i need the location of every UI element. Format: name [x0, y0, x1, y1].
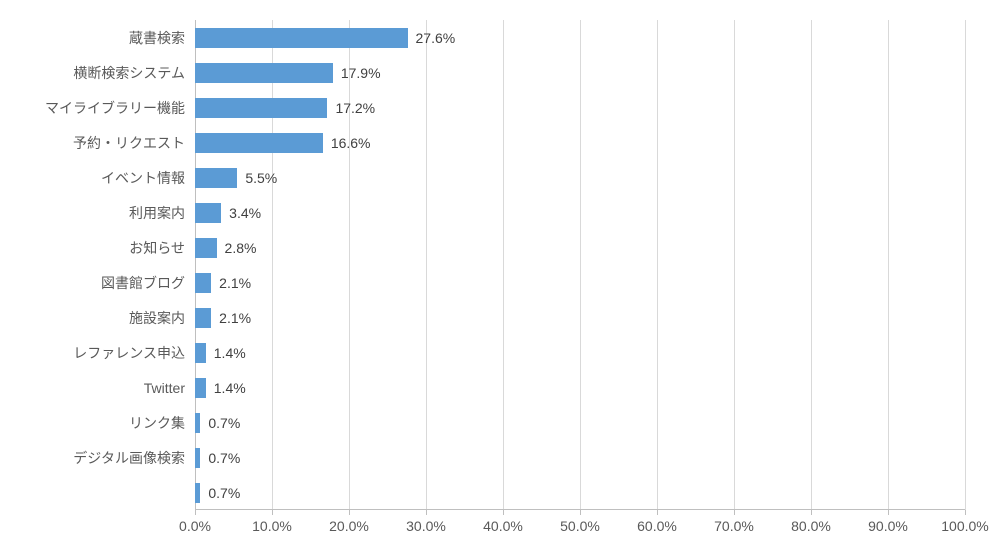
value-label: 0.7%: [200, 450, 240, 466]
value-label: 17.9%: [333, 65, 381, 81]
x-gridline: [734, 20, 735, 510]
bar: 2.8%: [195, 238, 217, 258]
x-tick-label: 90.0%: [868, 510, 908, 534]
x-axis-line: [195, 509, 965, 510]
x-tick-label: 10.0%: [252, 510, 292, 534]
y-axis-line: [195, 20, 196, 510]
x-tick-label: 100.0%: [941, 510, 988, 534]
category-label: お知らせ: [129, 238, 195, 258]
bar-row: 図書館ブログ2.1%: [195, 273, 965, 293]
bar-row: リンク集0.7%: [195, 413, 965, 433]
bar-row: 蔵書検索27.6%: [195, 28, 965, 48]
bar-row: レファレンス申込1.4%: [195, 343, 965, 363]
value-label: 2.1%: [211, 275, 251, 291]
value-label: 3.4%: [221, 205, 261, 221]
x-tick-label: 20.0%: [329, 510, 369, 534]
bar-row: 施設案内2.1%: [195, 308, 965, 328]
bar: 17.2%: [195, 98, 327, 118]
value-label: 27.6%: [408, 30, 456, 46]
category-label: デジタル画像検索: [73, 448, 195, 468]
bar-row: 0.7%: [195, 483, 965, 503]
bar: 0.7%: [195, 448, 200, 468]
bar: 2.1%: [195, 273, 211, 293]
x-gridline: [811, 20, 812, 510]
bar-row: 横断検索システム17.9%: [195, 63, 965, 83]
value-label: 5.5%: [237, 170, 277, 186]
x-gridline: [888, 20, 889, 510]
x-gridline: [349, 20, 350, 510]
category-label: 利用案内: [129, 203, 195, 223]
bar-row: 利用案内3.4%: [195, 203, 965, 223]
value-label: 0.7%: [200, 485, 240, 501]
x-tick-label: 30.0%: [406, 510, 446, 534]
category-label: マイライブラリー機能: [45, 98, 195, 118]
value-label: 1.4%: [206, 345, 246, 361]
x-tick-label: 0.0%: [179, 510, 211, 534]
x-gridline: [580, 20, 581, 510]
value-label: 17.2%: [327, 100, 375, 116]
bar-row: 予約・リクエスト16.6%: [195, 133, 965, 153]
value-label: 0.7%: [200, 415, 240, 431]
value-label: 2.1%: [211, 310, 251, 326]
category-label: リンク集: [129, 413, 195, 433]
x-gridline: [657, 20, 658, 510]
x-tick-label: 50.0%: [560, 510, 600, 534]
bar: 2.1%: [195, 308, 211, 328]
value-label: 16.6%: [323, 135, 371, 151]
horizontal-bar-chart: 0.0% 10.0% 20.0% 30.0% 40.0% 50.0% 60.0% 70.0% 8…: [0, 0, 1000, 553]
bar-row: マイライブラリー機能17.2%: [195, 98, 965, 118]
bar-row: お知らせ2.8%: [195, 238, 965, 258]
category-label: 図書館ブログ: [101, 273, 195, 293]
plot-area: 0.0%10.0%20.0%30.0%40.0%50.0%60.0%70.0%8…: [195, 20, 965, 510]
category-label: 横断検索システム: [73, 63, 195, 83]
bar-row: Twitter1.4%: [195, 378, 965, 398]
bar: 1.4%: [195, 378, 206, 398]
category-label: 蔵書検索: [129, 28, 195, 48]
bar: 3.4%: [195, 203, 221, 223]
x-tick-label: 60.0%: [637, 510, 677, 534]
x-gridline: [503, 20, 504, 510]
x-tick-label: 80.0%: [791, 510, 831, 534]
x-gridline: [426, 20, 427, 510]
bar: 1.4%: [195, 343, 206, 363]
bar-row: イベント情報5.5%: [195, 168, 965, 188]
bar: 27.6%: [195, 28, 408, 48]
bar: 17.9%: [195, 63, 333, 83]
bar: 0.7%: [195, 483, 200, 503]
x-gridline: [272, 20, 273, 510]
bar: 0.7%: [195, 413, 200, 433]
value-label: 1.4%: [206, 380, 246, 396]
x-gridline: [965, 20, 966, 510]
bar-row: デジタル画像検索0.7%: [195, 448, 965, 468]
category-label: 施設案内: [129, 308, 195, 328]
x-tick-label: 40.0%: [483, 510, 523, 534]
category-label: イベント情報: [101, 168, 195, 188]
category-label: 予約・リクエスト: [73, 133, 195, 153]
x-tick-label: 70.0%: [714, 510, 754, 534]
value-label: 2.8%: [217, 240, 257, 256]
bar: 5.5%: [195, 168, 237, 188]
category-label: Twitter: [144, 380, 195, 396]
bar: 16.6%: [195, 133, 323, 153]
category-label: レファレンス申込: [73, 343, 195, 363]
